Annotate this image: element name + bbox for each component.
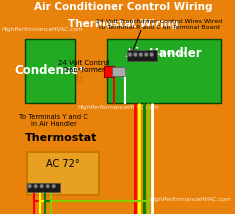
Text: Air Conditioner Control Wiring: Air Conditioner Control Wiring [34,2,212,12]
Circle shape [139,53,143,56]
Circle shape [35,185,37,187]
FancyBboxPatch shape [77,70,81,81]
Text: To Terminals Y and C
in Air Handler: To Terminals Y and C in Air Handler [19,114,88,128]
Circle shape [34,184,37,188]
Text: HighPerformanceHVAC.com: HighPerformanceHVAC.com [78,104,160,110]
FancyBboxPatch shape [107,39,221,103]
Circle shape [41,185,43,187]
Circle shape [150,53,153,56]
FancyBboxPatch shape [27,183,60,192]
Text: AC 72°: AC 72° [46,159,80,169]
Text: HighPerformanceHVAC.com: HighPerformanceHVAC.com [2,27,84,33]
Circle shape [53,185,55,187]
Circle shape [151,54,153,56]
Circle shape [29,185,31,187]
Text: Thermostat Wiring: Thermostat Wiring [68,19,178,29]
Text: 24 Volt Transformer Control Wires Wired
to Terminal R and C on Terminal Board: 24 Volt Transformer Control Wires Wired … [96,19,222,30]
Circle shape [140,54,142,56]
FancyBboxPatch shape [127,50,157,61]
Text: Condenser: Condenser [14,64,85,77]
FancyBboxPatch shape [112,67,125,76]
Circle shape [145,53,148,56]
FancyBboxPatch shape [104,66,114,77]
FancyBboxPatch shape [25,39,75,103]
Circle shape [145,54,147,56]
Text: HighPerformanceHVAC.com: HighPerformanceHVAC.com [150,196,232,202]
Circle shape [40,184,43,188]
Text: Air Handler: Air Handler [126,47,202,60]
Circle shape [128,53,132,56]
Circle shape [133,53,137,56]
Text: 24 Volt Control
Transformer: 24 Volt Control Transformer [58,60,110,73]
Circle shape [52,184,55,188]
FancyBboxPatch shape [80,72,82,77]
Circle shape [134,54,136,56]
Circle shape [129,54,131,56]
Text: Thermostat: Thermostat [25,133,97,143]
Text: Terminal Board: Terminal Board [138,51,186,56]
FancyBboxPatch shape [27,152,99,195]
Circle shape [28,184,31,188]
Circle shape [46,184,49,188]
Circle shape [47,185,49,187]
